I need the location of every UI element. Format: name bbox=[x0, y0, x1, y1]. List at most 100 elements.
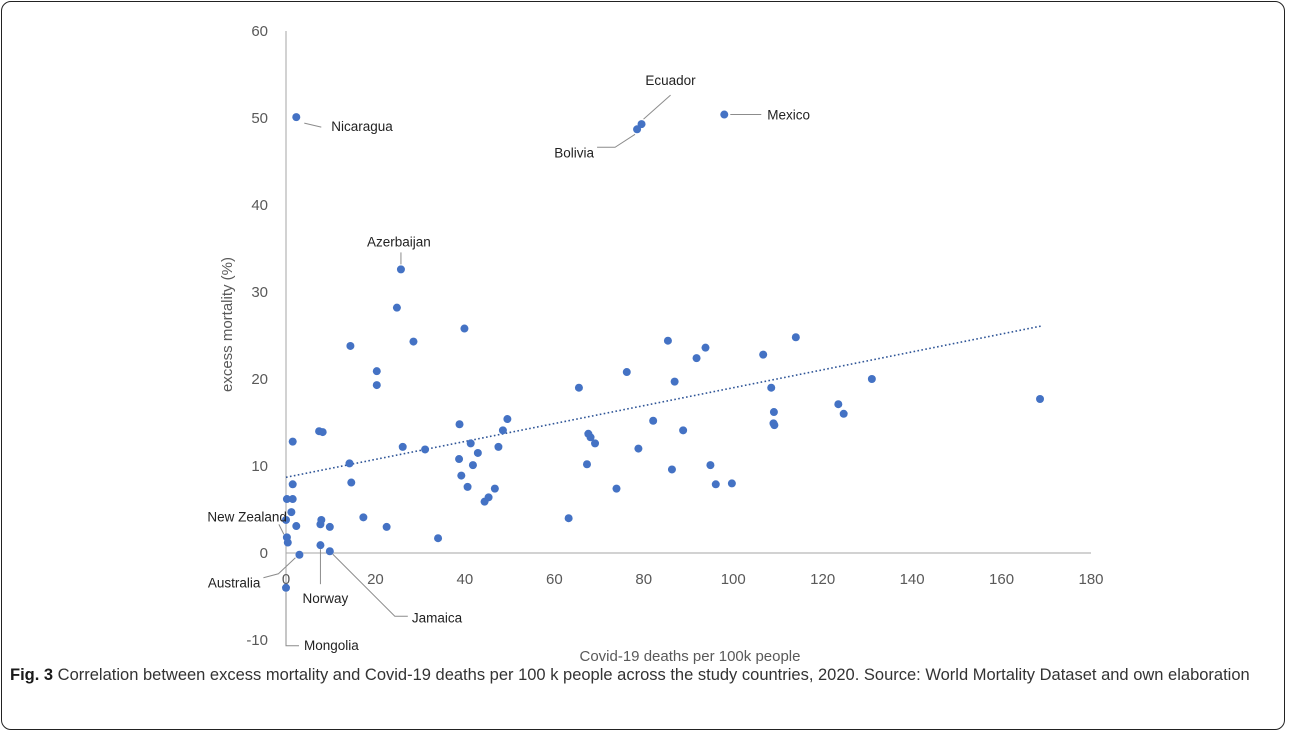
data-point bbox=[326, 523, 334, 531]
annotation-nicaragua: Nicaragua bbox=[331, 119, 393, 134]
data-point bbox=[485, 493, 493, 501]
data-point bbox=[575, 384, 583, 392]
leader-mongolia bbox=[286, 593, 299, 646]
data-point bbox=[460, 325, 468, 333]
leader-ecuador bbox=[644, 95, 671, 119]
data-point bbox=[693, 354, 701, 362]
data-point bbox=[565, 514, 573, 522]
data-point-ecuador bbox=[638, 120, 646, 128]
annotation-labels: Nicaragua Bolivia Ecuador Mexico Azerbaijan N… bbox=[207, 73, 810, 653]
figure-caption: Fig. 3 Correlation between excess mortal… bbox=[10, 664, 1272, 687]
trendline bbox=[286, 326, 1042, 477]
data-point bbox=[701, 344, 709, 352]
data-point bbox=[319, 428, 327, 436]
data-point bbox=[728, 479, 736, 487]
data-point bbox=[467, 439, 475, 447]
annotation-australia: Australia bbox=[208, 576, 261, 591]
annotation-jamaica: Jamaica bbox=[412, 610, 463, 625]
data-point bbox=[474, 449, 482, 457]
data-point bbox=[770, 421, 778, 429]
annotation-ecuador: Ecuador bbox=[645, 73, 696, 88]
x-axis-title: Covid-19 deaths per 100k people bbox=[580, 648, 801, 665]
data-point bbox=[317, 516, 325, 524]
y-tick-label: 10 bbox=[251, 458, 268, 475]
data-point bbox=[373, 381, 381, 389]
data-point bbox=[347, 479, 355, 487]
data-point bbox=[287, 508, 295, 516]
data-point bbox=[359, 513, 367, 521]
annotation-bolivia: Bolivia bbox=[554, 145, 594, 160]
caption-text: Correlation between excess mortality and… bbox=[53, 666, 1250, 684]
data-point-norway bbox=[316, 541, 324, 549]
data-point bbox=[664, 337, 672, 345]
data-point-nicaragua bbox=[292, 113, 300, 121]
y-tick-label: 40 bbox=[251, 197, 268, 214]
data-point bbox=[634, 445, 642, 453]
data-point bbox=[469, 461, 477, 469]
data-point bbox=[292, 522, 300, 530]
x-tick-label: 160 bbox=[989, 571, 1014, 588]
data-point bbox=[840, 410, 848, 418]
y-tick-label: 20 bbox=[251, 371, 268, 388]
data-point bbox=[494, 443, 502, 451]
data-point bbox=[649, 417, 657, 425]
x-tick-label: 120 bbox=[810, 571, 835, 588]
data-point bbox=[421, 445, 429, 453]
data-point bbox=[770, 408, 778, 416]
data-point bbox=[491, 485, 499, 493]
data-point bbox=[706, 461, 714, 469]
x-tick-label: 40 bbox=[457, 571, 474, 588]
data-point bbox=[623, 368, 631, 376]
data-point bbox=[393, 304, 401, 312]
data-point bbox=[503, 415, 511, 423]
data-point bbox=[591, 439, 599, 447]
data-point-mexico bbox=[720, 111, 728, 119]
data-point bbox=[792, 333, 800, 341]
data-points bbox=[282, 111, 1044, 592]
annotation-new-zealand: New Zealand bbox=[207, 509, 287, 524]
data-point bbox=[346, 459, 354, 467]
figure-label: Fig. 3 bbox=[10, 666, 53, 684]
trendline-layer bbox=[286, 326, 1042, 477]
y-tick-label: -10 bbox=[246, 632, 268, 649]
data-point bbox=[759, 351, 767, 359]
annotation-leaders bbox=[263, 95, 761, 646]
leader-bolivia bbox=[597, 134, 635, 147]
data-point-azerbaijan bbox=[397, 265, 405, 273]
y-tick-label: 50 bbox=[251, 110, 268, 127]
data-point bbox=[464, 483, 472, 491]
data-point bbox=[289, 495, 297, 503]
data-point bbox=[767, 384, 775, 392]
data-point bbox=[668, 465, 676, 473]
data-point bbox=[383, 523, 391, 531]
data-point bbox=[289, 438, 297, 446]
x-tick-label: 80 bbox=[635, 571, 652, 588]
annotation-azerbaijan: Azerbaijan bbox=[367, 234, 431, 249]
data-point bbox=[671, 378, 679, 386]
data-point bbox=[499, 426, 507, 434]
annotation-norway: Norway bbox=[303, 591, 349, 606]
data-point-australia bbox=[295, 551, 303, 559]
data-point bbox=[456, 420, 464, 428]
leader-nicaragua bbox=[304, 123, 321, 127]
leader-new-zealand bbox=[279, 524, 284, 534]
x-tick-label: 20 bbox=[367, 571, 384, 588]
leader-australia bbox=[263, 558, 295, 578]
annotation-mongolia: Mongolia bbox=[304, 638, 359, 653]
y-tick-label: 30 bbox=[251, 284, 268, 301]
data-point bbox=[712, 480, 720, 488]
annotation-mexico: Mexico bbox=[767, 108, 810, 123]
data-point bbox=[455, 455, 463, 463]
x-tick-label: 140 bbox=[900, 571, 925, 588]
data-point bbox=[1036, 395, 1044, 403]
data-point bbox=[679, 426, 687, 434]
y-axis-title: excess mortality (%) bbox=[219, 257, 236, 392]
data-point bbox=[868, 375, 876, 383]
data-point-jamaica bbox=[326, 547, 334, 555]
data-point bbox=[612, 485, 620, 493]
data-point bbox=[434, 534, 442, 542]
data-point-mongolia bbox=[282, 584, 290, 592]
data-point bbox=[583, 460, 591, 468]
y-tick-label: 0 bbox=[260, 545, 268, 562]
